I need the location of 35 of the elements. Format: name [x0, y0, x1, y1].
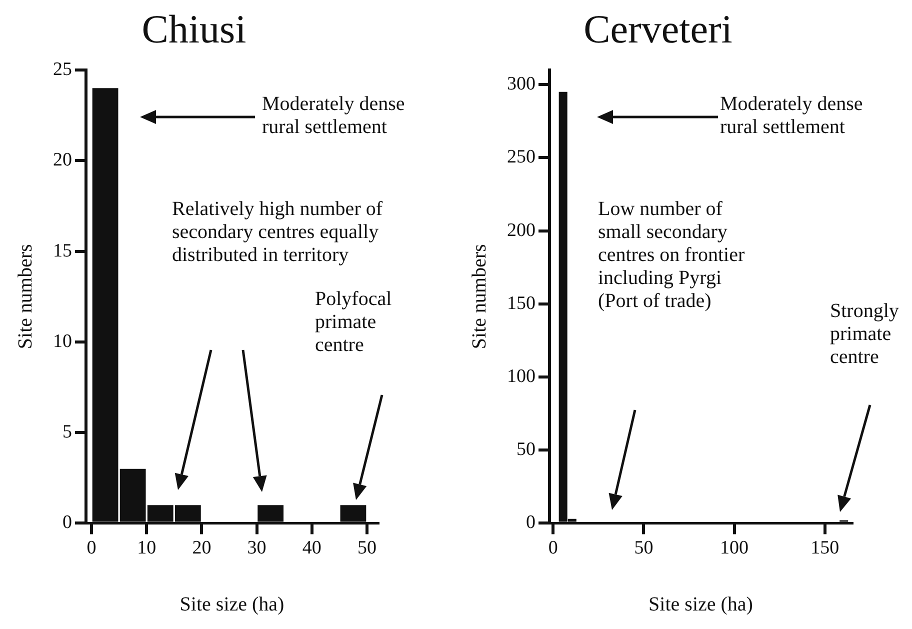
x-tick-label: 100: [720, 538, 749, 559]
x-tick-label: 0: [86, 538, 96, 559]
x-tick-label: 40: [302, 538, 322, 559]
x-axis-title: Site size (ha): [648, 593, 753, 616]
annotation: Moderately dense rural settlement: [720, 93, 864, 139]
x-tick-label: 10: [137, 538, 156, 559]
chart-title: Chiusi: [142, 6, 246, 52]
x-tick-label: 20: [192, 538, 212, 559]
annotation: Moderately dense rural settlement: [262, 93, 406, 139]
annotation: Strongly primate centre: [830, 300, 900, 369]
annotation: Polyfocal primate centre: [315, 288, 393, 357]
x-tick-label: 50: [357, 538, 376, 559]
x-tick-label: 150: [810, 538, 840, 559]
y-tick-label: 200: [507, 220, 536, 241]
y-tick-label: 0: [62, 512, 72, 534]
chart-title: Cerveteri: [584, 6, 732, 52]
y-tick-label: 15: [53, 240, 72, 262]
x-tick-label: 0: [548, 538, 558, 559]
y-tick-label: 25: [53, 58, 72, 80]
y-axis-title: Site numbers: [14, 244, 36, 350]
y-axis-title: Site numbers: [468, 244, 490, 350]
y-tick-label: 150: [507, 292, 536, 314]
y-tick-label: 50: [516, 439, 536, 460]
y-tick-label: 250: [507, 146, 536, 168]
annotation: Low number of small secondary centres on frontier including Pyrgi (Port of trade): [598, 198, 746, 313]
annotation: Relatively high number of secondary centres equally distributed in territory: [172, 198, 384, 267]
y-tick-label: 100: [507, 366, 536, 387]
x-axis-title: Site size (ha): [180, 593, 284, 616]
y-tick-label: 5: [62, 422, 72, 443]
y-tick-label: 20: [53, 150, 72, 171]
x-tick-label: 50: [634, 538, 654, 559]
y-tick-label: 300: [507, 74, 536, 95]
y-tick-label: 0: [526, 512, 536, 534]
y-tick-label: 10: [53, 330, 72, 352]
x-tick-label: 30: [247, 538, 266, 559]
